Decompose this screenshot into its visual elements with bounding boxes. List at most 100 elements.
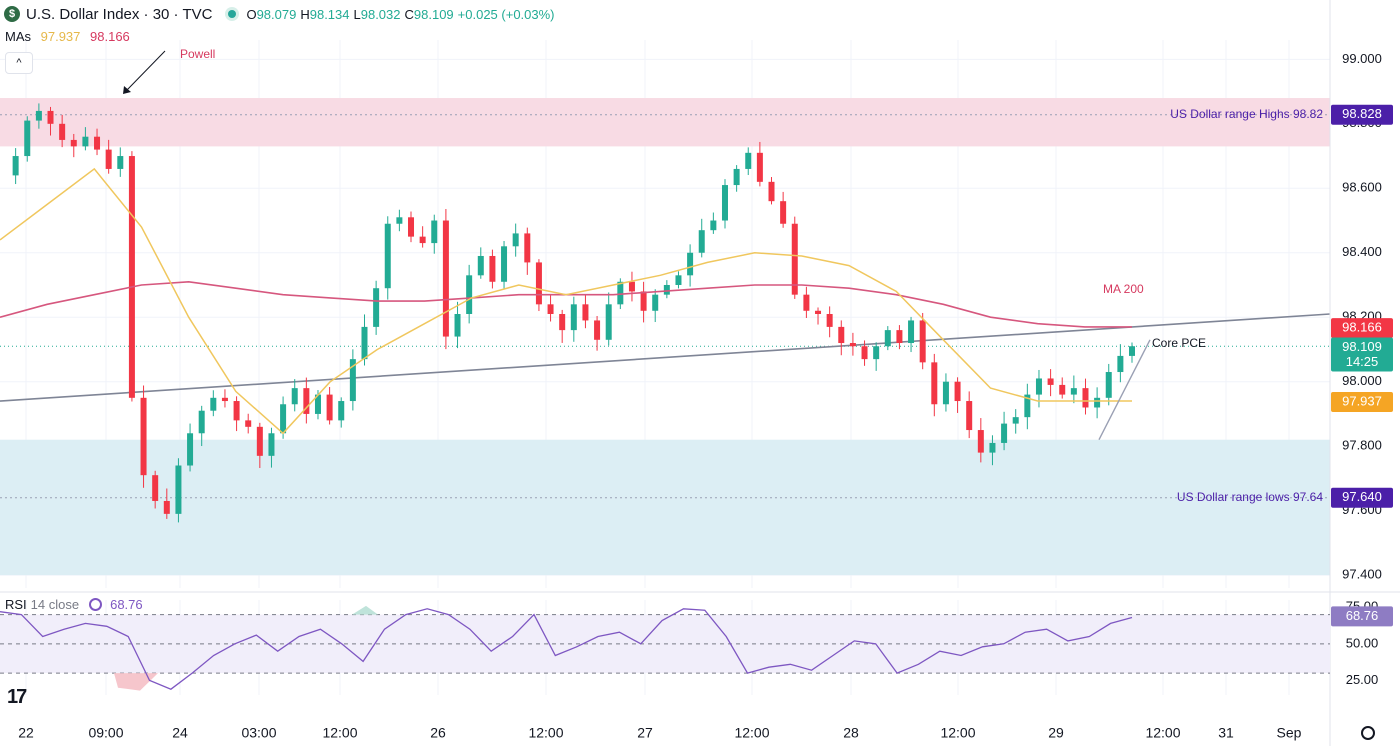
ma-legend[interactable]: MAs 97.937 98.166: [5, 29, 130, 44]
x-tick-label: 24: [172, 725, 188, 741]
tradingview-logo[interactable]: 17: [7, 686, 27, 708]
candle: [210, 390, 217, 417]
candles: [12, 103, 1135, 523]
candle: [966, 391, 973, 439]
candle-body: [163, 500, 170, 514]
y-tick-label: 99.000: [1342, 51, 1382, 66]
candle-body: [1070, 388, 1077, 395]
candle-body: [570, 304, 577, 331]
candle-body: [454, 314, 461, 337]
candle: [384, 216, 391, 300]
candle: [489, 249, 496, 289]
candle-body: [791, 223, 798, 295]
candle-body: [1094, 397, 1101, 408]
ohlc-high: H98.134: [300, 6, 350, 22]
candle-body: [82, 136, 89, 147]
candle-body: [1001, 423, 1008, 443]
candle-body: [12, 156, 19, 176]
candle-body: [524, 233, 531, 263]
candle: [884, 326, 891, 351]
candle-body: [256, 426, 263, 456]
x-tick-label: 12:00: [322, 725, 357, 741]
x-tick-label: 12:00: [528, 725, 563, 741]
candle: [908, 316, 915, 353]
candle-body: [245, 420, 252, 427]
candle-body: [442, 220, 449, 337]
candle-body: [721, 185, 728, 221]
candle-body: [291, 388, 298, 405]
candle-body: [233, 401, 240, 421]
candle-body: [1012, 417, 1019, 424]
candle: [466, 264, 473, 324]
candle: [559, 309, 566, 343]
candle: [396, 209, 403, 232]
collapse-legend-button[interactable]: ^: [5, 52, 33, 74]
ma50-line: [0, 167, 1132, 435]
powell-arrow-head: [123, 86, 131, 94]
candle: [442, 208, 449, 350]
candle-body: [1129, 346, 1135, 356]
candle: [989, 435, 996, 466]
price-tag: [1331, 487, 1393, 508]
candle-body: [105, 149, 112, 169]
symbol-title[interactable]: U.S. Dollar Index · 30 · TVC: [26, 5, 213, 23]
candle: [1082, 378, 1089, 415]
candle: [140, 385, 147, 488]
candle-body: [594, 320, 601, 340]
candle: [826, 306, 833, 338]
settings-gear-icon[interactable]: [1361, 726, 1375, 740]
candle-body: [815, 310, 822, 314]
candle-body: [47, 110, 54, 124]
candle: [1117, 344, 1124, 383]
candle-body: [628, 281, 635, 292]
candle: [1129, 342, 1135, 363]
price-tag-label: 97.937: [1342, 393, 1382, 408]
candle: [338, 397, 345, 428]
candle-body: [477, 255, 484, 276]
candle-body: [117, 156, 124, 169]
powell-annotation: Powell: [180, 47, 215, 61]
candle: [163, 488, 170, 519]
candle: [105, 139, 112, 174]
candle: [977, 418, 984, 463]
candle: [652, 289, 659, 323]
candle: [152, 470, 159, 509]
candle-body: [663, 284, 670, 295]
candle-body: [605, 304, 612, 340]
candle: [687, 244, 694, 287]
candle: [1024, 383, 1031, 430]
candle: [268, 427, 275, 468]
candle-body: [198, 410, 205, 434]
y-tick-label: 98.400: [1342, 244, 1382, 259]
rsi-loading-icon: [89, 598, 103, 611]
candle: [454, 301, 461, 349]
candle-body: [745, 152, 752, 169]
candle: [512, 223, 519, 257]
candle: [256, 422, 263, 469]
candle: [408, 211, 415, 243]
rsi-value-tag: [1331, 606, 1393, 627]
candle: [1094, 387, 1101, 419]
candle: [524, 227, 531, 275]
candle-body: [698, 230, 705, 253]
candle: [663, 280, 670, 299]
price-tag-label: 98.166: [1342, 320, 1382, 335]
candle: [59, 114, 66, 148]
candle: [82, 127, 89, 151]
candle: [221, 389, 228, 408]
x-tick-label: 28: [843, 725, 859, 741]
candle-body: [152, 475, 159, 501]
candle-body: [582, 304, 589, 321]
rsi-oversold-fill: [114, 673, 158, 691]
x-tick-label: 22: [18, 725, 34, 741]
x-tick-label: 29: [1048, 725, 1064, 741]
candle: [419, 226, 426, 248]
rsi-legend[interactable]: RSI 14 close 68.76: [5, 597, 143, 612]
candle: [1070, 375, 1077, 404]
candle: [175, 458, 182, 523]
candle-body: [733, 168, 740, 186]
candle-body: [547, 304, 554, 314]
trend-line: [0, 313, 1331, 402]
candle-body: [326, 394, 333, 421]
